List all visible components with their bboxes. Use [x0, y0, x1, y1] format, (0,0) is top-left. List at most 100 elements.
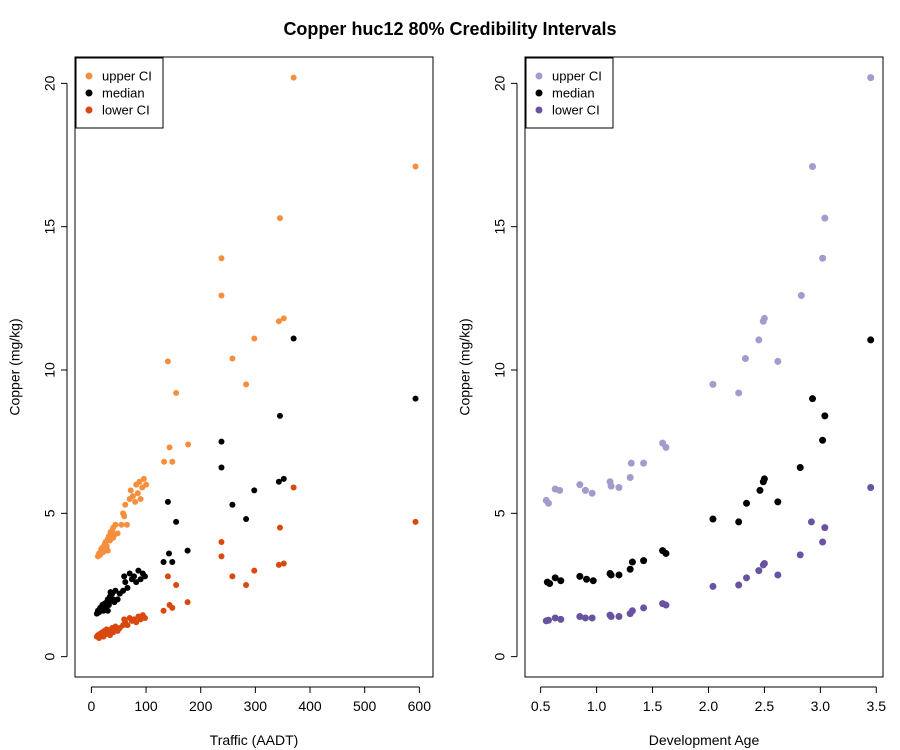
data-point	[607, 613, 615, 621]
data-point	[756, 486, 764, 494]
data-point	[164, 573, 171, 580]
data-point	[546, 580, 554, 588]
data-point	[626, 565, 634, 573]
data-point	[607, 571, 615, 579]
data-point	[276, 215, 283, 222]
data-point	[218, 438, 225, 445]
data-point	[161, 458, 168, 465]
data-point	[134, 490, 141, 497]
data-point	[112, 587, 119, 594]
data-point	[627, 459, 635, 467]
data-point	[135, 567, 142, 574]
data-point	[581, 614, 589, 622]
data-point	[743, 499, 751, 507]
data-point	[662, 549, 670, 557]
x-tick-label: 0	[87, 698, 95, 714]
data-point	[576, 572, 584, 580]
data-point	[123, 521, 130, 528]
data-point	[136, 478, 143, 485]
legend-marker	[535, 72, 543, 80]
data-point	[662, 443, 670, 451]
data-point	[743, 574, 751, 582]
series-median	[93, 335, 419, 617]
data-point	[120, 587, 127, 594]
data-point	[131, 573, 138, 580]
legend-label: upper CI	[552, 69, 602, 84]
data-point	[607, 482, 615, 490]
data-point	[760, 559, 768, 567]
data-point	[251, 567, 258, 574]
data-point	[556, 486, 564, 494]
x-tick-label: 2.5	[755, 698, 775, 714]
x-tick-label: 1.5	[643, 698, 663, 714]
data-point	[132, 498, 139, 505]
data-point	[112, 521, 119, 528]
data-point	[290, 484, 297, 491]
traffic-panel: 0 100 200 300 400 500 600 0 5 10 15 20 Traffic (AADT…	[7, 56, 434, 748]
data-point	[160, 607, 167, 614]
data-point	[628, 558, 636, 566]
data-point	[807, 518, 815, 526]
legend: upper CI median lower CI	[75, 57, 164, 129]
data-point	[867, 336, 875, 344]
data-point	[276, 524, 283, 531]
data-point	[280, 315, 287, 322]
data-point	[755, 567, 763, 575]
data-point	[184, 547, 191, 554]
legend: upper CI median lower CI	[525, 57, 614, 129]
y-tick-label: 10	[492, 362, 508, 378]
legend-marker	[535, 106, 543, 114]
data-point	[867, 484, 875, 492]
data-point	[102, 540, 109, 547]
data-point	[169, 458, 176, 465]
data-point	[615, 571, 623, 579]
data-point	[640, 459, 648, 467]
data-point	[735, 389, 743, 397]
data-point	[662, 601, 670, 609]
data-point	[140, 475, 147, 482]
data-point	[809, 395, 817, 403]
data-point	[280, 475, 287, 482]
y-tick-label: 5	[492, 509, 508, 517]
y-tick-label: 15	[492, 219, 508, 235]
data-point	[114, 530, 121, 537]
data-point	[581, 486, 589, 494]
data-point	[588, 614, 596, 622]
legend-label: median	[552, 86, 595, 101]
data-point	[774, 498, 782, 506]
data-point	[551, 574, 559, 582]
data-point	[185, 441, 192, 448]
data-point	[124, 584, 131, 591]
data-point	[275, 478, 282, 485]
x-tick-label: 0.5	[531, 698, 551, 714]
data-point	[218, 255, 225, 262]
data-point	[121, 573, 128, 580]
data-point	[640, 557, 648, 565]
data-point	[290, 335, 297, 342]
data-point	[557, 577, 565, 585]
x-tick-label: 3.5	[867, 698, 887, 714]
data-point	[141, 573, 148, 580]
legend-marker	[85, 72, 93, 80]
data-point	[218, 538, 225, 545]
legend-label: lower CI	[102, 103, 150, 118]
figure-title: Copper huc12 80% Credibility Intervals	[283, 19, 616, 39]
data-point	[104, 547, 111, 554]
data-point	[280, 560, 287, 567]
data-point	[819, 538, 827, 546]
data-point	[218, 464, 225, 471]
data-point	[107, 589, 114, 596]
data-point	[243, 581, 250, 588]
data-point	[709, 582, 717, 590]
data-point	[218, 553, 225, 560]
data-point	[551, 614, 559, 622]
data-point	[615, 484, 623, 492]
x-tick-label: 600	[408, 698, 432, 714]
data-point	[169, 604, 176, 611]
data-point	[164, 498, 171, 505]
data-point	[583, 575, 591, 583]
data-point	[275, 318, 282, 325]
data-point	[133, 579, 140, 586]
